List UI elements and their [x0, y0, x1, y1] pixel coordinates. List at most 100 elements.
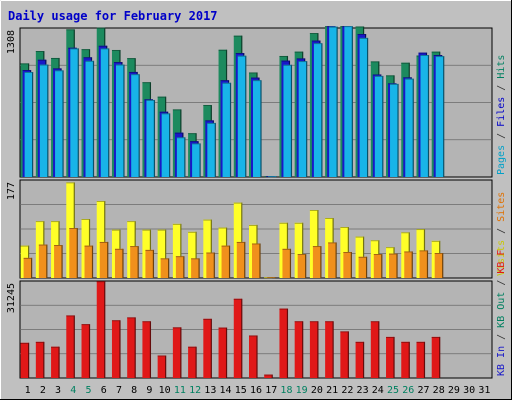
x-tick-day-23: 23	[357, 385, 369, 396]
bar-pages-day-22	[344, 26, 353, 178]
bar-kb-f-day-7	[111, 320, 121, 378]
bar-pages-day-1	[24, 72, 34, 177]
bar-pages-day-3	[55, 70, 64, 177]
bar-sites-day-27	[419, 250, 429, 278]
bar-kb-f-day-18	[279, 308, 289, 378]
x-tick-day-12: 12	[189, 385, 201, 396]
bar-kb-f-day-28	[431, 336, 441, 378]
series-label-part: KB Out	[496, 292, 507, 328]
x-tick-day-6: 6	[101, 385, 107, 396]
bar-pages-day-13	[207, 122, 216, 177]
bar-kb-f-day-24	[370, 321, 380, 378]
bar-pages-day-27	[420, 55, 430, 177]
bar-sites-day-28	[434, 253, 444, 278]
bar-pages-day-26	[405, 78, 414, 177]
x-tick-day-2: 2	[40, 385, 46, 396]
bar-pages-day-15	[237, 55, 247, 178]
x-tick-day-14: 14	[220, 385, 232, 396]
series-label-part: /	[496, 222, 507, 240]
panel-bottom-series-label: KB In / KB Out / KB F	[496, 250, 507, 376]
series-label-part: KB In	[496, 346, 507, 376]
bar-sites-day-3	[54, 245, 63, 278]
bar-pages-day-4	[70, 48, 79, 178]
bar-pages-day-10	[161, 113, 171, 177]
bar-sites-day-2	[38, 244, 48, 278]
x-tick-day-21: 21	[326, 385, 338, 396]
panel-top: 1308 Pages / Files / Hits	[6, 26, 507, 178]
x-tick-day-9: 9	[146, 385, 152, 396]
series-label-part: /	[496, 127, 507, 145]
bar-sites-day-11	[175, 256, 185, 278]
series-label-part: KB F	[496, 250, 507, 274]
bar-kb-f-day-14	[218, 327, 228, 378]
bar-kb-f-day-8	[127, 317, 136, 378]
bar-kb-f-day-27	[416, 341, 426, 378]
bar-pages-day-5	[85, 60, 95, 177]
x-tick-day-7: 7	[116, 385, 122, 396]
bar-pages-day-25	[390, 83, 399, 177]
bar-pages-day-9	[146, 99, 156, 177]
bar-pages-day-21	[329, 26, 338, 178]
panel-middle: 177 Visits / Sites	[6, 179, 507, 279]
bar-sites-day-23	[358, 256, 368, 278]
bar-kb-f-day-5	[81, 324, 91, 378]
bar-sites-day-17	[267, 277, 276, 279]
x-tick-day-3: 3	[55, 385, 61, 396]
bar-kb-f-day-26	[401, 341, 410, 378]
bar-sites-day-19	[297, 254, 307, 278]
bar-sites-day-7	[114, 248, 124, 278]
bar-pages-day-11	[176, 137, 186, 177]
bar-pages-day-18	[283, 64, 293, 177]
bar-sites-day-14	[221, 245, 231, 278]
x-tick-day-30: 30	[463, 385, 475, 396]
bar-pages-day-20	[313, 43, 323, 177]
bar-kb-f-day-17	[264, 374, 273, 378]
bar-pages-day-28	[435, 56, 445, 177]
x-tick-day-5: 5	[86, 385, 92, 396]
x-tick-day-29: 29	[448, 385, 460, 396]
bar-sites-day-8	[130, 246, 139, 278]
bar-pages-day-14	[222, 82, 232, 177]
bar-kb-f-day-15	[233, 298, 243, 378]
bar-pages-day-7	[115, 64, 125, 177]
bar-kb-f-day-3	[51, 346, 60, 378]
bar-sites-day-10	[160, 258, 170, 278]
x-tick-day-4: 4	[70, 385, 76, 396]
bar-sites-day-16	[252, 243, 261, 278]
x-tick-day-13: 13	[204, 385, 216, 396]
x-tick-day-26: 26	[402, 385, 414, 396]
bar-sites-day-20	[312, 246, 322, 278]
bar-pages-day-17	[268, 176, 277, 178]
chart-panels: 1308 Pages / Files / Hits 177 Visits / Site…	[6, 26, 507, 379]
bar-sites-day-21	[328, 242, 337, 278]
panel-top-max-label: 1308	[6, 30, 17, 54]
bar-kb-f-day-10	[157, 355, 167, 378]
x-tick-day-20: 20	[311, 385, 323, 396]
bar-kb-f-day-16	[249, 335, 258, 378]
x-tick-day-10: 10	[159, 385, 171, 396]
bar-kb-f-day-13	[203, 318, 212, 378]
x-tick-day-1: 1	[25, 385, 31, 396]
bar-kb-f-day-2	[35, 341, 45, 378]
bar-kb-f-day-19	[294, 321, 304, 378]
bar-sites-day-15	[236, 241, 246, 278]
bar-sites-day-24	[373, 254, 383, 278]
x-axis-day-labels: 1 2 3 4 5 6 7 8 9 10 11 12 13 14 15 16 17 18 19 20 21 22 23 24 2…	[25, 385, 491, 396]
x-tick-day-22: 22	[341, 385, 353, 396]
series-label-part: Pages	[496, 145, 507, 175]
x-tick-day-8: 8	[131, 385, 137, 396]
chart-title: Daily usage for February 2017	[8, 9, 218, 23]
x-tick-day-25: 25	[387, 385, 399, 396]
bar-kb-f-day-25	[386, 336, 395, 378]
bar-pages-day-19	[298, 61, 308, 177]
panel-middle-max-label: 177	[6, 182, 17, 200]
bar-pages-day-8	[131, 74, 140, 177]
x-tick-day-31: 31	[478, 385, 490, 396]
x-tick-day-28: 28	[433, 385, 445, 396]
series-label-part: Sites	[496, 192, 507, 222]
bar-sites-day-4	[69, 228, 78, 278]
bar-sites-day-6	[99, 241, 109, 278]
x-tick-day-27: 27	[417, 385, 429, 396]
bar-sites-day-25	[389, 253, 398, 278]
bar-kb-f-day-6	[96, 281, 106, 378]
